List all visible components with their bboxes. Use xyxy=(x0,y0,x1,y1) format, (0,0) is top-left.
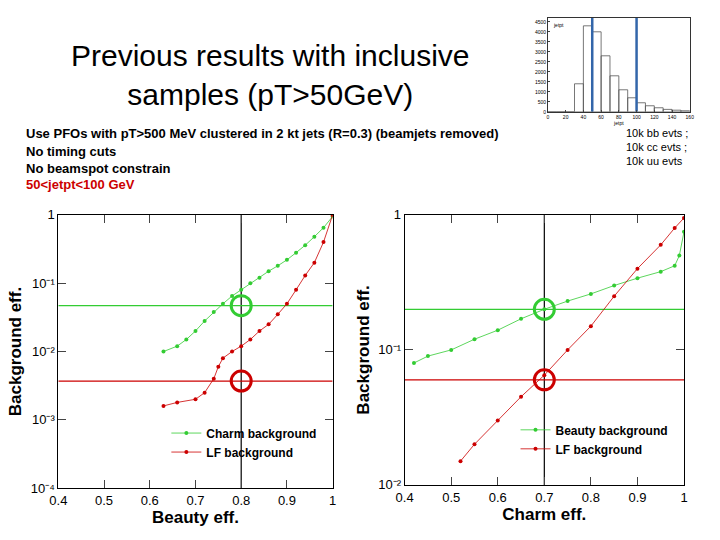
svg-text:50<jetpt<100 GeV: 50<jetpt<100 GeV xyxy=(26,177,135,192)
svg-text:LF background: LF background xyxy=(556,443,643,457)
svg-text:10⁻¹: 10⁻¹ xyxy=(32,276,55,291)
svg-text:0: 0 xyxy=(543,109,546,115)
svg-text:jetpt: jetpt xyxy=(613,120,624,126)
svg-text:0.9: 0.9 xyxy=(628,490,646,505)
svg-text:LF background: LF background xyxy=(206,446,293,460)
svg-text:0.4: 0.4 xyxy=(49,493,67,508)
svg-text:0: 0 xyxy=(547,114,550,120)
svg-text:10k bb evts ;: 10k bb evts ; xyxy=(626,127,688,139)
svg-text:3000: 3000 xyxy=(535,49,546,55)
svg-text:60: 60 xyxy=(598,114,604,120)
svg-text:Beauty eff.: Beauty eff. xyxy=(152,508,239,527)
svg-text:0.5: 0.5 xyxy=(442,490,460,505)
svg-text:No beamspot constrain: No beamspot constrain xyxy=(26,161,171,176)
svg-text:4500: 4500 xyxy=(535,19,546,25)
svg-text:1000: 1000 xyxy=(535,89,546,95)
svg-text:10⁻³: 10⁻³ xyxy=(32,412,55,427)
svg-text:10⁻²: 10⁻² xyxy=(378,477,401,492)
svg-text:10k uu evts: 10k uu evts xyxy=(626,155,683,167)
svg-text:0.7: 0.7 xyxy=(186,493,204,508)
svg-text:Background eff.: Background eff. xyxy=(6,287,25,416)
svg-text:10⁻¹: 10⁻¹ xyxy=(378,342,401,357)
svg-text:0.8: 0.8 xyxy=(232,493,250,508)
svg-text:1: 1 xyxy=(394,207,401,222)
svg-text:10⁻⁴: 10⁻⁴ xyxy=(31,481,55,496)
svg-text:0.4: 0.4 xyxy=(396,490,414,505)
svg-text:3500: 3500 xyxy=(535,39,546,45)
svg-text:jetpt: jetpt xyxy=(553,22,564,28)
svg-text:2500: 2500 xyxy=(535,59,546,65)
svg-text:Beauty background: Beauty background xyxy=(556,424,668,438)
svg-text:0.6: 0.6 xyxy=(489,490,507,505)
svg-text:Previous results with inclusiv: Previous results with inclusivesamples (… xyxy=(71,39,469,111)
svg-text:10⁻²: 10⁻² xyxy=(32,344,55,359)
svg-text:0.7: 0.7 xyxy=(535,490,553,505)
svg-text:Charm background: Charm background xyxy=(206,427,316,441)
svg-text:1: 1 xyxy=(329,493,336,508)
svg-text:4000: 4000 xyxy=(535,29,546,35)
svg-text:1500: 1500 xyxy=(535,79,546,85)
svg-text:0.6: 0.6 xyxy=(141,493,159,508)
svg-text:100: 100 xyxy=(632,114,641,120)
svg-text:1: 1 xyxy=(680,490,687,505)
svg-text:Use PFOs with pT>500 MeV clust: Use PFOs with pT>500 MeV clustered in 2 … xyxy=(26,126,499,141)
svg-text:Background eff.: Background eff. xyxy=(354,285,373,414)
svg-text:500: 500 xyxy=(538,99,547,105)
svg-text:1: 1 xyxy=(47,207,54,222)
svg-text:80: 80 xyxy=(616,114,622,120)
svg-text:20: 20 xyxy=(563,114,569,120)
svg-text:0.8: 0.8 xyxy=(582,490,600,505)
svg-text:Charm eff.: Charm eff. xyxy=(502,505,586,524)
svg-text:140: 140 xyxy=(668,114,677,120)
svg-text:40: 40 xyxy=(581,114,587,120)
svg-text:120: 120 xyxy=(650,114,659,120)
svg-text:No timing cuts: No timing cuts xyxy=(26,144,116,159)
svg-text:10k cc evts ;: 10k cc evts ; xyxy=(626,141,687,153)
svg-text:0.5: 0.5 xyxy=(95,493,113,508)
svg-text:0.9: 0.9 xyxy=(278,493,296,508)
svg-text:2000: 2000 xyxy=(535,69,546,75)
svg-text:160: 160 xyxy=(686,114,695,120)
